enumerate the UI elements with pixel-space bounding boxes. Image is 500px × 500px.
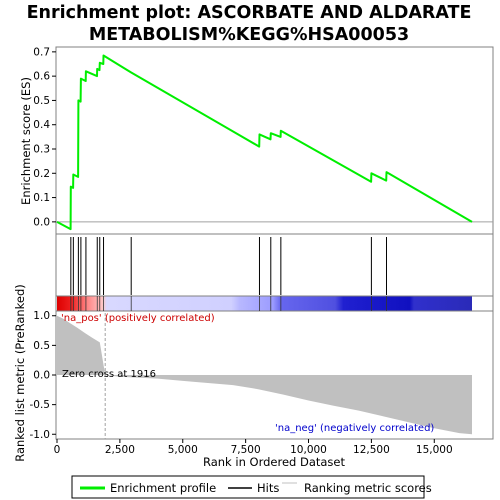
chart-title-line-2: METABOLISM%KEGG%HSA00053 xyxy=(89,25,409,45)
metric-y-tick-label: 1.0 xyxy=(33,310,50,322)
hits-panel xyxy=(55,233,494,297)
x-axis-label: Rank in Ordered Dataset xyxy=(203,455,346,469)
chart-title-line-1: Enrichment plot: ASCORBATE AND ALDARATE xyxy=(27,3,472,23)
es-y-tick-label: 0.1 xyxy=(33,192,50,204)
x-tick-label: 7,500 xyxy=(231,444,261,456)
x-tick-label: 15,000 xyxy=(416,444,453,456)
es-y-tick-label: 0.4 xyxy=(33,119,50,131)
x-tick-label: 5,000 xyxy=(168,444,198,456)
x-tick-label: 2,500 xyxy=(105,444,135,456)
metric-y-tick-label: 0.0 xyxy=(33,370,50,382)
es-y-tick-label: 0.6 xyxy=(33,71,50,83)
pos-annotation: 'na_pos' (positively correlated) xyxy=(61,313,215,324)
metric-y-tick-label: -0.5 xyxy=(30,399,51,411)
x-axis: 0 2,500 5,000 7,500 10,000 12,500 15,000 xyxy=(54,439,453,456)
x-tick-label: 10,000 xyxy=(290,444,327,456)
metric-y-tick-label: 0.5 xyxy=(33,340,50,352)
bar-hits-group xyxy=(70,296,387,311)
zero-cross-annotation: Zero cross at 1916 xyxy=(62,369,156,380)
es-y-axis: 0.0 0.1 0.2 0.3 0.4 0.5 0.6 0.7 xyxy=(33,46,56,228)
es-y-tick-label: 0.5 xyxy=(33,95,50,107)
es-y-axis-label: Enrichment score (ES) xyxy=(19,77,33,205)
es-y-tick-label: 0.2 xyxy=(33,168,50,180)
es-panel xyxy=(55,46,494,235)
rank-color-bar xyxy=(57,296,472,311)
legend-box xyxy=(71,475,425,499)
es-y-tick-label: 0.0 xyxy=(33,216,50,228)
x-tick-label: 0 xyxy=(54,444,61,456)
metric-y-axis: 1.0 0.5 0.0 -0.5 -1.0 xyxy=(30,310,56,441)
es-y-tick-label: 0.7 xyxy=(33,46,50,58)
enrichment-profile-line xyxy=(56,54,473,231)
hits-group xyxy=(70,237,387,295)
legend: Enrichment profile Hits Ranking metric s… xyxy=(71,475,432,499)
metric-y-axis-label: Ranked list metric (PreRanked) xyxy=(13,284,27,462)
metric-y-tick-label: -1.0 xyxy=(30,429,51,441)
legend-label-metric: Ranking metric scores xyxy=(304,481,432,495)
es-line-group xyxy=(56,54,473,231)
legend-label-enrichment: Enrichment profile xyxy=(110,481,216,495)
es-y-tick-label: 0.3 xyxy=(33,144,50,156)
legend-label-hits: Hits xyxy=(257,481,279,495)
metric-area xyxy=(57,315,472,435)
x-tick-label: 12,500 xyxy=(353,444,390,456)
neg-annotation: 'na_neg' (negatively correlated) xyxy=(275,423,434,434)
metric-area-group xyxy=(57,313,472,439)
